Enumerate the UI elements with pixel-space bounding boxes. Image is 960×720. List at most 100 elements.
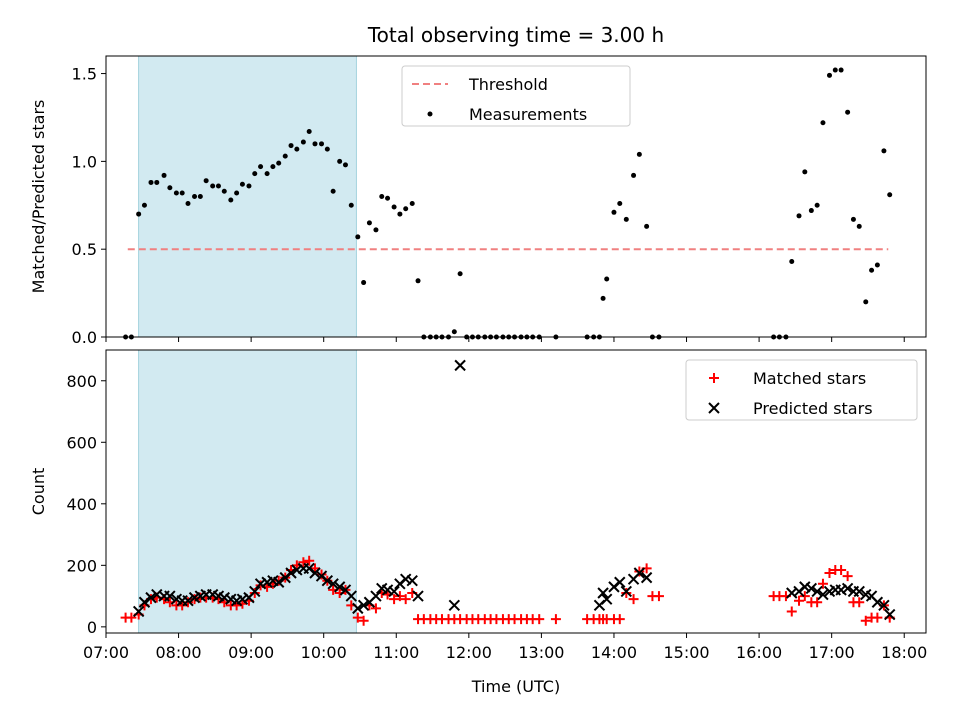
x-tick-label: 11:00 (373, 643, 419, 662)
legend: Matched stars Predicted stars (685, 359, 918, 421)
measurement-point (294, 146, 300, 152)
predicted-star-point (388, 585, 400, 598)
predicted-star-point (601, 593, 613, 605)
measurement-point (385, 195, 391, 201)
x-tick-label: 09:00 (228, 643, 274, 662)
matched-star-point (389, 594, 400, 605)
legend-label: Measurements (469, 105, 587, 124)
measurement-point (869, 267, 875, 273)
predicted-star-point (132, 605, 145, 618)
legend-matched-key (709, 373, 719, 383)
axes-frame (105, 349, 927, 634)
measurement-point (161, 172, 167, 178)
axes-frame (105, 55, 927, 338)
y-tick-label: 600 (66, 433, 97, 452)
measurement-point (215, 183, 221, 189)
matched-star-point (249, 588, 260, 599)
matched-star-point (550, 614, 561, 625)
measurement-point (881, 148, 887, 154)
predicted-star-point (309, 567, 321, 579)
predicted-star-point (182, 594, 194, 607)
measurement-point (887, 192, 893, 198)
y-tick-label: 0.0 (72, 328, 97, 347)
x-tick-label: 12:00 (446, 643, 492, 662)
matched-star-point (794, 595, 805, 606)
measurement-point (863, 299, 869, 305)
legend-predicted-key (708, 402, 720, 414)
predicted-star-point (620, 585, 633, 598)
predicted-star-point (454, 359, 466, 372)
measurement-point (617, 201, 623, 207)
measurement-point (197, 194, 203, 199)
predicted-star-point (406, 574, 418, 587)
predicted-star-point (285, 567, 297, 579)
predicted-star-point (878, 599, 890, 612)
matched-star-point (872, 612, 883, 623)
measurement-point (221, 188, 227, 194)
matched-star-point (824, 568, 835, 579)
bottom-panel-counts: 07:00 08:00 09:00 10:00 11:00 12:00 13:00 14:00… (29, 349, 927, 696)
matched-star-point (653, 591, 664, 602)
x-axis-label: Time (UTC) (471, 677, 560, 696)
predicted-star-point (273, 576, 285, 588)
measurement-point (600, 295, 606, 301)
matched-star-point (786, 606, 797, 617)
top-panel-measurements: 0.0 0.5 1.0 1.5 Total observing time = 3.00 … (29, 23, 927, 347)
matched-star-point (817, 578, 828, 589)
legend-box (401, 65, 631, 127)
predicted-star-point (370, 590, 382, 602)
predicted-star-point (352, 602, 364, 615)
measurement-point (838, 67, 844, 73)
predicted-star-point (321, 574, 334, 587)
matched-star-point (812, 597, 823, 608)
y-tick-label: 400 (66, 495, 97, 514)
measurement-point (366, 220, 372, 226)
predicted-star-point (597, 587, 609, 599)
observing-window-shade (138, 55, 357, 338)
predicted-star-point (164, 590, 176, 602)
matched-star-point (316, 569, 327, 580)
measurement-point (631, 172, 637, 178)
measurement-point (355, 234, 361, 240)
matched-star-point (126, 612, 137, 623)
measurement-point (845, 109, 851, 115)
measurement-point (192, 194, 198, 199)
predicted-star-point (138, 596, 151, 608)
measurement-point (342, 162, 348, 168)
matched-star-point (860, 615, 871, 626)
measurement-point (282, 153, 288, 159)
measurement-point (644, 223, 650, 229)
measurement-point (403, 206, 409, 212)
matched-star-point (614, 614, 625, 625)
legend-label: Threshold (468, 75, 548, 94)
measurement-point (796, 213, 802, 219)
measurement-point (234, 190, 240, 196)
y-tick-label: 200 (66, 556, 97, 575)
measurement-point (141, 202, 147, 208)
matched-star-point (621, 588, 632, 599)
x-tick-label: 18:00 (881, 643, 927, 662)
measurement-point (300, 139, 306, 145)
measurement-point (451, 329, 457, 335)
measurement-point (258, 164, 264, 170)
measurement-point (802, 169, 808, 175)
matched-star-point (394, 591, 405, 602)
x-tick-label: 14:00 (591, 643, 637, 662)
observing-window-shade (138, 349, 357, 634)
y-tick-label: 800 (66, 372, 97, 391)
matched-star-point (628, 594, 639, 605)
matched-star-point (854, 597, 865, 608)
predicted-star-point (633, 567, 646, 579)
measurement-point (239, 181, 245, 187)
measurement-point (288, 143, 294, 149)
y-axis-label: Matched/Predicted stars (29, 100, 48, 294)
measurement-point (319, 141, 325, 147)
measurement-point (348, 202, 354, 208)
matched-star-point (358, 615, 369, 626)
predicted-star-point (327, 578, 339, 590)
x-tick-label: 08:00 (156, 643, 202, 662)
x-tick-label: 07:00 (83, 643, 129, 662)
measurement-point (324, 146, 330, 152)
y-axis-label: Count (29, 468, 48, 516)
